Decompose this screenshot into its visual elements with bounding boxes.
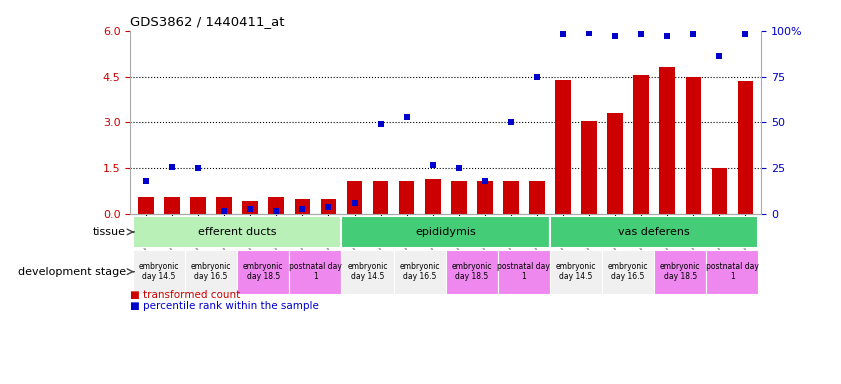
Bar	[529, 180, 545, 214]
Bar	[216, 197, 232, 214]
Text: embryonic
day 16.5: embryonic day 16.5	[191, 262, 231, 281]
Bar	[738, 81, 754, 214]
Point	[426, 162, 440, 168]
Text: postnatal day
1: postnatal day 1	[706, 262, 759, 281]
Text: tissue: tissue	[93, 227, 126, 237]
Bar	[399, 180, 415, 214]
Bar	[550, 250, 602, 294]
Bar	[346, 180, 362, 214]
Text: embryonic
day 16.5: embryonic day 16.5	[608, 262, 648, 281]
Point	[296, 206, 309, 212]
Point	[556, 31, 569, 38]
Point	[452, 166, 465, 172]
Bar	[654, 250, 706, 294]
Point	[244, 206, 257, 212]
Bar	[451, 180, 467, 214]
Bar	[477, 180, 493, 214]
Point	[686, 31, 700, 38]
Bar	[341, 250, 394, 294]
Point	[478, 178, 491, 184]
Bar	[633, 75, 649, 214]
Text: ■ percentile rank within the sample: ■ percentile rank within the sample	[130, 301, 320, 311]
Bar	[446, 250, 498, 294]
Bar	[138, 197, 154, 214]
Bar	[602, 250, 654, 294]
Text: postnatal day
1: postnatal day 1	[498, 262, 550, 281]
Point	[660, 33, 674, 39]
Bar	[185, 250, 237, 294]
Point	[322, 204, 336, 210]
Text: embryonic
day 14.5: embryonic day 14.5	[347, 262, 388, 281]
Bar	[555, 79, 571, 214]
Bar	[706, 250, 759, 294]
Text: GDS3862 / 1440411_at: GDS3862 / 1440411_at	[130, 15, 285, 28]
Bar	[341, 216, 550, 248]
Bar	[659, 68, 675, 214]
Bar	[133, 216, 341, 248]
Point	[634, 31, 648, 38]
Text: efferent ducts: efferent ducts	[198, 227, 277, 237]
Point	[608, 33, 621, 39]
Bar	[164, 197, 180, 214]
Point	[348, 200, 362, 206]
Point	[582, 30, 595, 36]
Text: ■ transformed count: ■ transformed count	[130, 290, 241, 300]
Bar	[242, 200, 258, 214]
Bar	[498, 250, 550, 294]
Bar	[320, 199, 336, 214]
Bar	[581, 121, 597, 214]
Bar	[685, 77, 701, 214]
Point	[140, 178, 153, 184]
Bar	[425, 179, 441, 214]
Bar	[133, 250, 185, 294]
Bar	[237, 250, 289, 294]
Point	[270, 207, 283, 214]
Bar	[607, 113, 623, 214]
Text: postnatal day
1: postnatal day 1	[289, 262, 341, 281]
Point	[712, 53, 726, 60]
Bar	[550, 216, 759, 248]
Point	[192, 166, 205, 172]
Point	[166, 164, 179, 170]
Text: embryonic
day 14.5: embryonic day 14.5	[139, 262, 179, 281]
Bar	[394, 250, 446, 294]
Point	[374, 121, 388, 127]
Bar	[373, 180, 389, 214]
Bar	[289, 250, 341, 294]
Bar	[294, 199, 310, 214]
Bar	[268, 197, 284, 214]
Point	[218, 207, 231, 214]
Text: embryonic
day 14.5: embryonic day 14.5	[556, 262, 596, 281]
Bar	[190, 197, 206, 214]
Text: embryonic
day 18.5: embryonic day 18.5	[452, 262, 492, 281]
Text: embryonic
day 18.5: embryonic day 18.5	[243, 262, 283, 281]
Text: vas deferens: vas deferens	[618, 227, 690, 237]
Point	[400, 114, 414, 120]
Text: development stage: development stage	[18, 266, 126, 277]
Point	[504, 119, 517, 126]
Text: embryonic
day 16.5: embryonic day 16.5	[399, 262, 440, 281]
Bar	[711, 169, 727, 214]
Point	[530, 74, 543, 80]
Point	[738, 31, 752, 38]
Text: epididymis: epididymis	[415, 227, 476, 237]
Bar	[503, 180, 519, 214]
Text: embryonic
day 18.5: embryonic day 18.5	[660, 262, 701, 281]
